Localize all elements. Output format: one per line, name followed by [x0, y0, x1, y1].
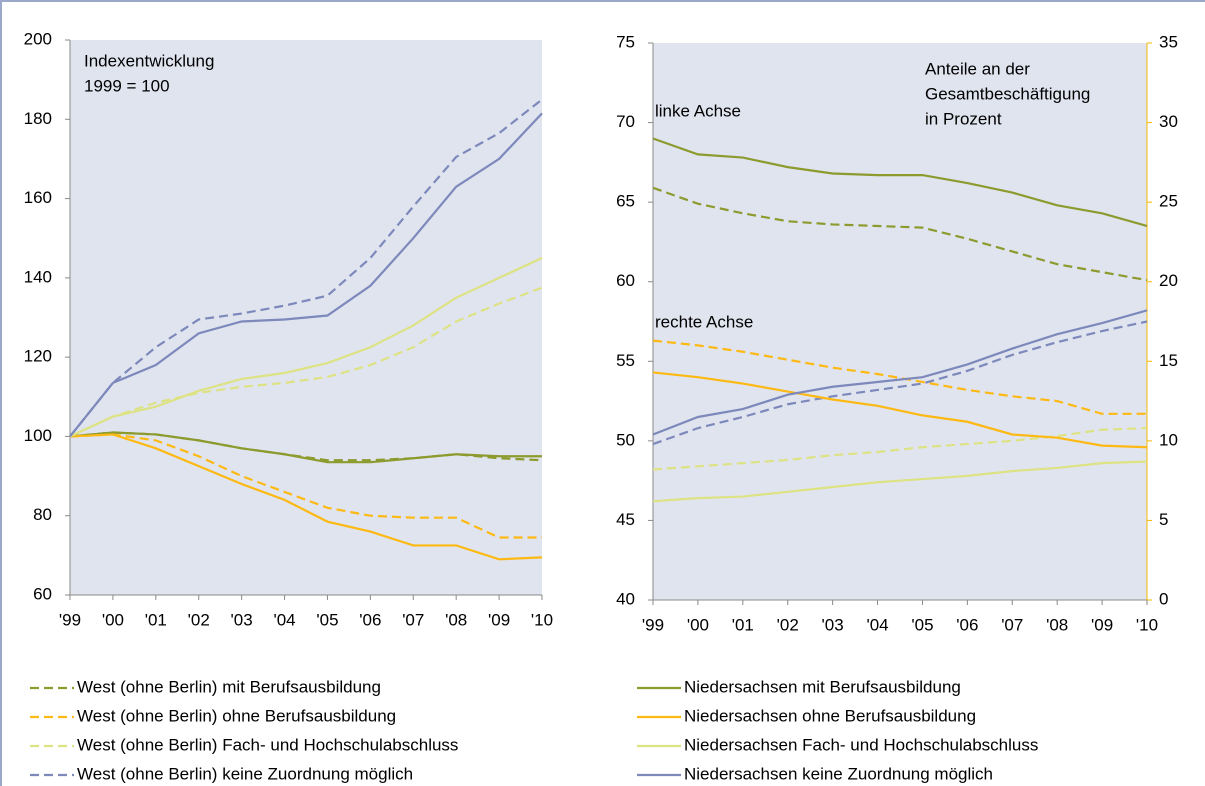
y-tick-label: 60	[616, 271, 635, 290]
x-tick-label: '09	[488, 610, 510, 629]
x-tick-label: '10	[1136, 615, 1158, 634]
series-line	[69, 431, 542, 464]
annotation: in Prozent	[925, 109, 1002, 128]
legend-label: Niedersachsen keine Zuordnung möglich	[684, 764, 993, 783]
series-line	[69, 286, 543, 438]
y-tick-label: 65	[616, 192, 635, 211]
y-tick-label: 200	[24, 29, 52, 48]
x-tick-label: '99	[642, 615, 664, 634]
x-tick-label: '01	[145, 610, 167, 629]
y-tick-label: 70	[616, 112, 635, 131]
x-tick-label: '00	[102, 610, 124, 629]
x-tick-label: '08	[445, 610, 467, 629]
series-line	[69, 98, 543, 438]
x-tick-label: '05	[316, 610, 338, 629]
y-tick-label: 140	[24, 267, 52, 286]
legend-label: West (ohne Berlin) mit Berufsausbildung	[77, 677, 381, 696]
y2-tick-label: 25	[1159, 192, 1178, 211]
series-line	[652, 137, 1148, 228]
annotation: Gesamtbeschäftigung	[925, 84, 1090, 103]
annotation: 1999 = 100	[84, 76, 170, 95]
legend-label: Niedersachsen Fach- und Hochschulabschlu…	[684, 735, 1038, 754]
y-tick-label: 100	[24, 426, 52, 445]
x-tick-label: '02	[188, 610, 210, 629]
x-tick-label: '04	[866, 615, 888, 634]
y-tick-label: 50	[616, 430, 635, 449]
annotation: rechte Achse	[655, 312, 753, 331]
y2-tick-label: 5	[1159, 510, 1168, 529]
series-line	[652, 427, 1148, 471]
x-tick-label: '03	[822, 615, 844, 634]
plot-area	[653, 43, 1147, 600]
y-tick-label: 80	[33, 505, 52, 524]
annotation: linke Achse	[655, 101, 741, 120]
x-tick-label: '99	[59, 610, 81, 629]
x-tick-label: '08	[1046, 615, 1068, 634]
series-line	[69, 433, 543, 561]
x-tick-label: '05	[911, 615, 933, 634]
annotation: Anteile an der	[925, 59, 1030, 78]
annotation: Indexentwicklung	[84, 51, 214, 70]
legend-label: Niedersachsen ohne Berufsausbildung	[684, 706, 976, 725]
y2-tick-label: 0	[1159, 589, 1168, 608]
y-tick-label: 120	[24, 347, 52, 366]
legend-label: West (ohne Berlin) ohne Berufsausbildung	[77, 706, 396, 725]
legend-label: West (ohne Berlin) Fach- und Hochschulab…	[77, 735, 458, 754]
legend-label: West (ohne Berlin) keine Zuordnung mögli…	[77, 764, 413, 783]
series-line	[69, 433, 542, 539]
series-line	[69, 112, 543, 438]
y2-tick-label: 35	[1159, 32, 1178, 51]
y-tick-label: 45	[616, 510, 635, 529]
y-tick-label: 60	[33, 584, 52, 603]
x-tick-label: '01	[732, 615, 754, 634]
y-tick-label: 180	[24, 109, 52, 128]
x-tick-label: '03	[231, 610, 253, 629]
y2-tick-label: 20	[1159, 271, 1178, 290]
y-tick-label: 40	[616, 589, 635, 608]
series-line	[652, 371, 1148, 449]
y2-tick-label: 10	[1159, 430, 1178, 449]
x-tick-label: '04	[273, 610, 295, 629]
series-line	[652, 460, 1148, 503]
series-line	[69, 257, 543, 438]
y-tick-label: 75	[616, 32, 635, 51]
y2-tick-label: 15	[1159, 351, 1178, 370]
x-tick-label: '09	[1091, 615, 1113, 634]
series-line	[652, 309, 1148, 436]
x-tick-label: '07	[1001, 615, 1023, 634]
x-tick-label: '10	[531, 610, 553, 629]
x-tick-label: '06	[359, 610, 381, 629]
series-line	[652, 186, 1148, 282]
series-line	[652, 320, 1148, 446]
x-tick-label: '00	[687, 615, 709, 634]
y2-tick-label: 30	[1159, 112, 1178, 131]
y-tick-label: 160	[24, 188, 52, 207]
legend-label: Niedersachsen mit Berufsausbildung	[684, 677, 961, 696]
x-tick-label: '06	[956, 615, 978, 634]
x-tick-label: '02	[777, 615, 799, 634]
x-tick-label: '07	[402, 610, 424, 629]
y-tick-label: 55	[616, 351, 635, 370]
